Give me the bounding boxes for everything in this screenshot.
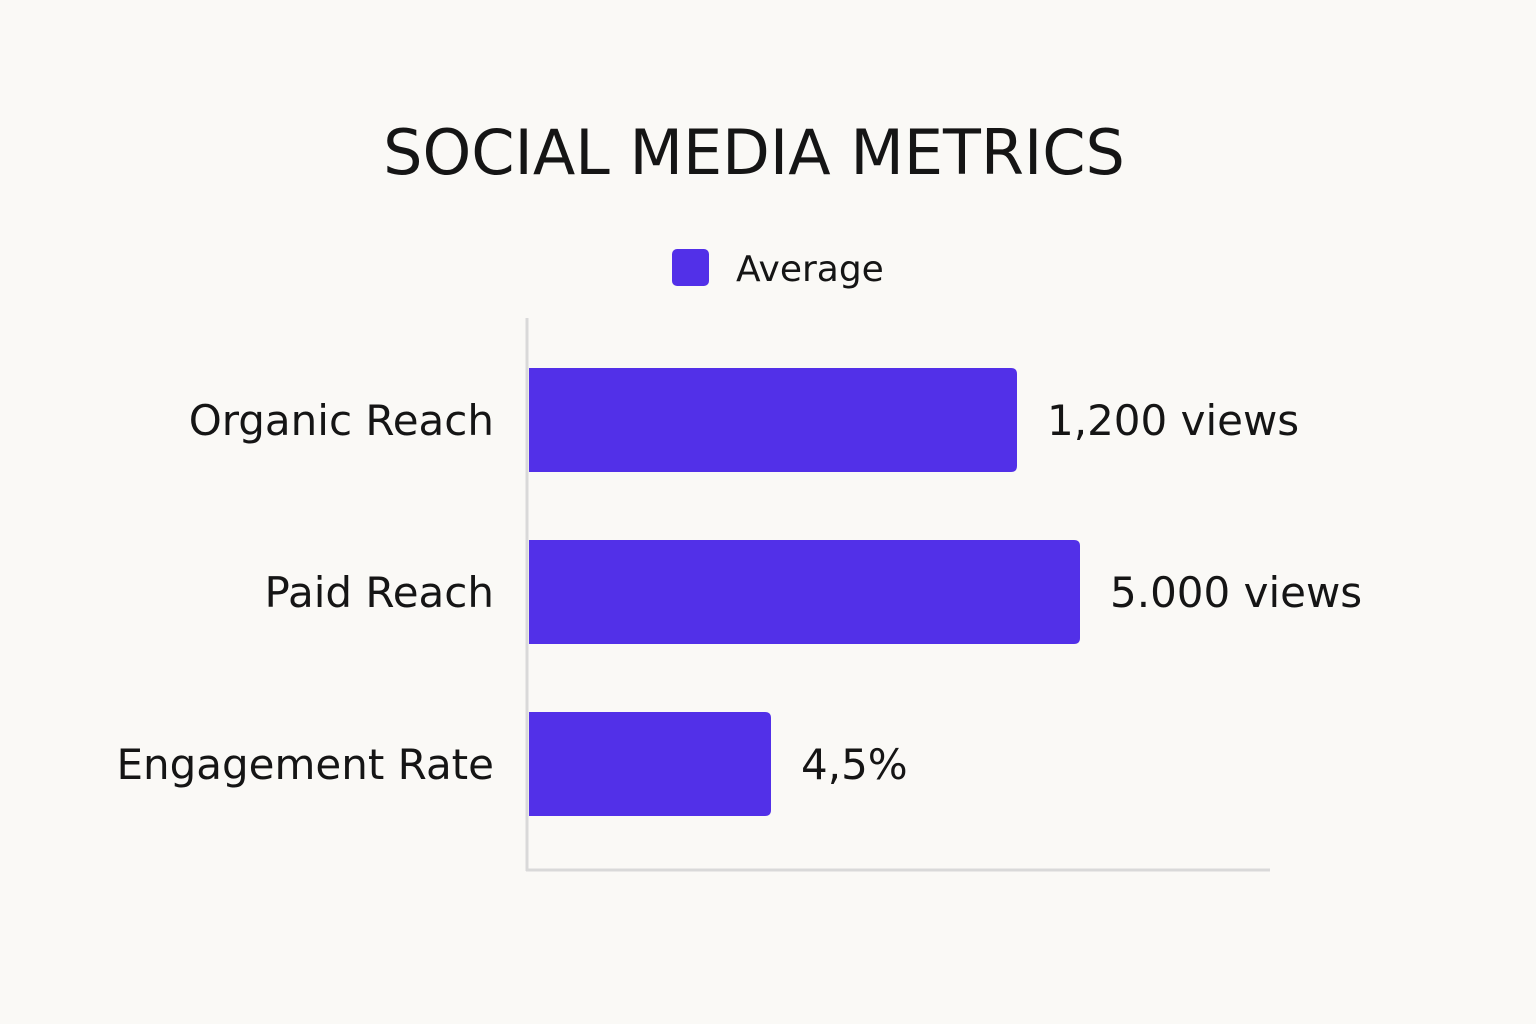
- legend-swatch-average: [672, 249, 709, 286]
- legend: Average: [672, 249, 884, 290]
- value-label: 4,5%: [801, 740, 908, 789]
- category-label: Organic Reach: [189, 396, 494, 445]
- bar: [529, 368, 1017, 472]
- category-label: Engagement Rate: [116, 740, 494, 789]
- bars-layer: Organic Reach 1,200 views Paid Reach 5.000 …: [116, 368, 1362, 816]
- bar: [529, 540, 1080, 644]
- legend-label-average: Average: [736, 249, 884, 290]
- chart-title: SOCIAL MEDIA METRICS: [383, 116, 1125, 189]
- bar: [529, 712, 771, 816]
- value-label: 1,200 views: [1047, 396, 1299, 445]
- category-label: Paid Reach: [265, 568, 494, 617]
- value-label: 5.000 views: [1110, 568, 1362, 617]
